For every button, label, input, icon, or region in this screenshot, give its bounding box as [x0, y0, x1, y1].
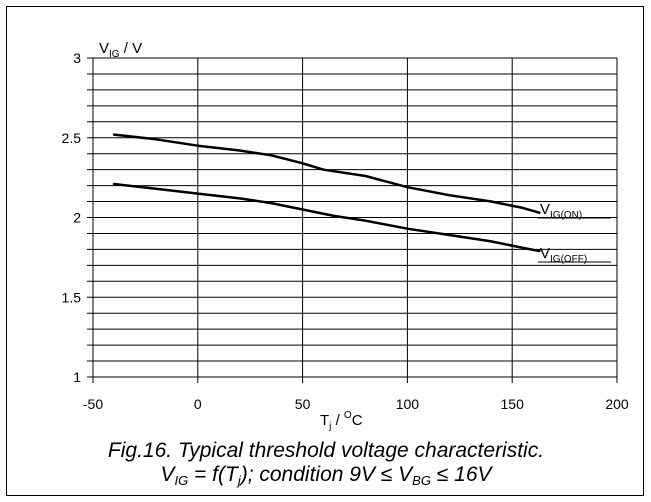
x-axis-label-mid: / — [331, 412, 344, 429]
x-tick-label: 200 — [605, 396, 629, 412]
x-tick-label: 0 — [194, 396, 202, 412]
series-label-off-sub: IG(OFF) — [550, 254, 587, 265]
series-label-off-main: V — [540, 245, 550, 262]
caption-end: ≤ 16V — [431, 463, 492, 486]
series-label-off: VIG(OFF) — [538, 245, 611, 265]
y-axis-label-unit: / V — [120, 40, 143, 57]
x-tick-labels: -50 0 50 100 150 200 — [83, 396, 629, 412]
figure-frame: 1 1.5 2 2.5 3 -50 0 50 100 150 200 VIG / V Tj / O… — [6, 6, 644, 496]
y-tick-label: 1.5 — [62, 289, 82, 305]
x-tick-label: 100 — [396, 396, 420, 412]
chart-plot: 11.522.53 -50 0 50 100 150 200 VIG / V Tj / O… — [7, 7, 645, 437]
y-axis-label: VIG / V — [99, 40, 142, 60]
caption-eq: = f(T — [188, 463, 238, 486]
caption-line-2: VIG = f(Tj); condition 9V ≤ VBG ≤ 16V — [7, 463, 645, 493]
y-tick-label: 1 — [73, 369, 81, 385]
y-axis-label-main: V — [99, 40, 109, 57]
series-label-on-main: V — [540, 201, 550, 218]
y-axis-label-sub: IG — [109, 49, 120, 60]
series-line-vig-on — [114, 135, 539, 213]
series-label-on-sub: IG(ON) — [550, 210, 582, 221]
caption-v-ig: V — [160, 463, 174, 486]
grid — [87, 58, 617, 383]
x-axis-label-main: T — [320, 412, 329, 429]
y-tick-label: 2 — [73, 210, 81, 226]
y-tick-label: 2.5 — [62, 130, 82, 146]
x-tick-label: 50 — [295, 396, 311, 412]
caption-condition: ); condition 9V ≤ V — [241, 463, 412, 486]
caption-vbg-sub: BG — [412, 473, 431, 488]
y-tick-labels: 1 1.5 2 2.5 3 — [62, 50, 82, 385]
x-axis-label-unit: C — [352, 412, 363, 429]
x-axis-label: Tj / OC — [320, 410, 363, 432]
figure-caption: Fig.16. Typical threshold voltage charac… — [7, 439, 645, 493]
x-tick-label: 150 — [501, 396, 525, 412]
series-label-on: VIG(ON) — [538, 201, 611, 221]
caption-line-1: Fig.16. Typical threshold voltage charac… — [7, 439, 645, 463]
caption-v-ig-sub: IG — [174, 473, 188, 488]
x-tick-label: -50 — [83, 396, 103, 412]
y-tick-label: 3 — [73, 50, 81, 66]
